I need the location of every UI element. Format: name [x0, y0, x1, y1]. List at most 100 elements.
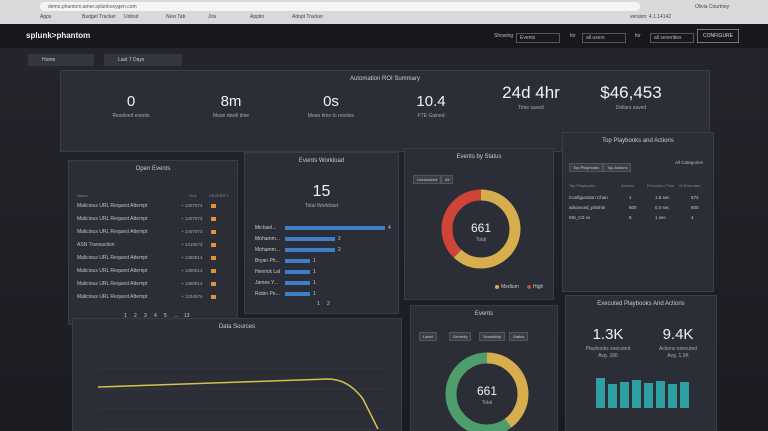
tab[interactable]: Label — [419, 332, 437, 341]
home-select[interactable]: Home — [28, 54, 94, 66]
tab[interactable]: Severity — [449, 332, 472, 341]
open-events-panel: Open Events Name SLA SEVERITY Malicious URL … — [68, 160, 238, 325]
metric-value: 1.3K — [592, 326, 624, 343]
bookmark[interactable]: Apptio — [250, 14, 265, 20]
table-cell: 8 — [629, 215, 632, 220]
bar-decoration — [656, 381, 665, 408]
event-name[interactable]: Malicious URL Request Attempt — [77, 216, 148, 222]
severities-select[interactable]: all severities — [650, 33, 694, 43]
users-select[interactable]: all users — [582, 33, 626, 43]
metric-label: Playbooks executed — [585, 346, 631, 352]
event-sla: + 1407074 — [181, 203, 203, 208]
bar-decoration — [620, 382, 629, 408]
page-link[interactable]: ... — [174, 313, 179, 319]
column-header: Top Playbooks — [569, 183, 596, 188]
bar-decoration — [680, 382, 689, 408]
table-cell: 0.4 sec — [655, 205, 670, 210]
metric-value: 8m — [220, 93, 242, 110]
event-sla: + 1410573 — [181, 242, 203, 247]
playbooks-panel: Top Playbooks and Actions Top Playbooks To… — [562, 132, 714, 292]
page-link[interactable]: 5 — [164, 313, 167, 319]
donut-label: Total — [481, 400, 493, 406]
column-header: SLA — [189, 193, 197, 198]
event-name[interactable]: Malicious URL Request Attempt — [77, 281, 148, 287]
panel-title: Data Sources — [218, 324, 256, 330]
legend-swatch — [527, 285, 531, 289]
severity-dot — [211, 204, 216, 208]
user-name[interactable]: Olivia Courtney — [695, 4, 730, 10]
legend-label: High — [533, 284, 544, 290]
address-bar[interactable]: demo.phantom.amer.splunkoxygen.com — [40, 2, 640, 11]
total-label: Total Workload — [305, 203, 338, 209]
page-link[interactable]: 3 — [144, 313, 147, 319]
event-name[interactable]: ASN Transaction — [77, 242, 115, 248]
bookmark[interactable]: Unbxd — [124, 14, 139, 20]
bar-decoration — [596, 378, 605, 408]
severity-dot — [211, 243, 216, 247]
severity-dot — [211, 269, 216, 273]
event-name[interactable]: Malicious URL Request Attempt — [77, 203, 148, 209]
severity-dot — [211, 256, 216, 260]
event-sla: + 1407073 — [181, 216, 203, 221]
panel-title: Events by Status — [456, 154, 502, 160]
user-name: Michael... — [255, 225, 277, 231]
bookmark[interactable]: Budget Tracker — [82, 14, 116, 20]
tab[interactable]: All — [441, 175, 454, 184]
event-name[interactable]: Malicious URL Request Attempt — [77, 294, 148, 300]
metric-value: 10.4 — [416, 93, 446, 110]
tab[interactable]: Status — [509, 332, 529, 341]
total-value: 15 — [312, 183, 331, 200]
legend-label: Medium — [501, 284, 519, 290]
event-name[interactable]: Malicious URL Request Attempt — [77, 229, 148, 235]
for: for — [635, 33, 641, 39]
category-filter[interactable]: All Categories — [675, 160, 704, 165]
metric-label: Mean dwell time — [212, 113, 250, 119]
table-cell: MS_CS vx — [569, 215, 591, 220]
bookmark[interactable]: Adopt Tracker — [292, 14, 324, 20]
page-link[interactable]: 1 — [317, 301, 320, 307]
count-label: 1 — [313, 258, 316, 264]
workload-bar — [285, 226, 385, 230]
donut-total: 661 — [470, 221, 492, 235]
workload-bar — [285, 259, 310, 263]
range-select[interactable]: Last 7 Days — [104, 54, 182, 66]
bar-decoration — [608, 384, 617, 408]
severity-dot — [211, 230, 216, 234]
legend-swatch — [495, 285, 499, 289]
bookmark[interactable]: New Tab — [166, 14, 186, 20]
bookmark[interactable]: Jira — [208, 14, 217, 20]
event-name[interactable]: Malicious URL Request Attempt — [77, 268, 148, 274]
user-name: James Y... — [255, 280, 278, 286]
metric-avg: Avg. 1.3K — [667, 353, 689, 359]
tab[interactable]: Top Actions — [603, 163, 632, 172]
severity-dot — [211, 282, 216, 286]
events-select[interactable]: Events — [516, 33, 560, 43]
tab[interactable]: Top Playbooks — [569, 163, 604, 172]
panel-title: Open Events — [135, 166, 171, 172]
donut-chart — [445, 352, 529, 431]
metric-label: FTE Gained — [417, 113, 445, 119]
page-link[interactable]: 1 — [124, 313, 127, 319]
metric-avg: Avg. 186 — [598, 353, 618, 359]
configure-button[interactable]: CONFIGURE — [697, 29, 739, 43]
workload-panel: Events Workload 15 Total Workload Michael..… — [244, 152, 399, 314]
table-cell: 4 — [691, 215, 694, 220]
line — [97, 378, 379, 430]
bar-decoration — [644, 383, 653, 408]
page-link[interactable]: 2 — [327, 301, 330, 307]
page-link[interactable]: 13 — [184, 313, 190, 319]
tab[interactable]: Unresolved — [413, 175, 442, 184]
event-name[interactable]: Malicious URL Request Attempt — [77, 255, 148, 261]
table-cell: 600 — [629, 205, 637, 210]
page-link[interactable]: 4 — [154, 313, 157, 319]
bar-decoration — [668, 384, 677, 408]
metric-label: Time saved — [518, 105, 544, 111]
user-name: Mohamm... — [255, 236, 281, 242]
page-link[interactable]: 2 — [134, 313, 137, 319]
metric-label: Dollars saved — [615, 105, 647, 111]
bookmark[interactable]: Apps — [40, 14, 52, 20]
metric-label: Mean time to resolve — [307, 113, 355, 119]
tab[interactable]: Sensitivity — [479, 332, 506, 341]
donut-label: Total — [475, 237, 487, 243]
